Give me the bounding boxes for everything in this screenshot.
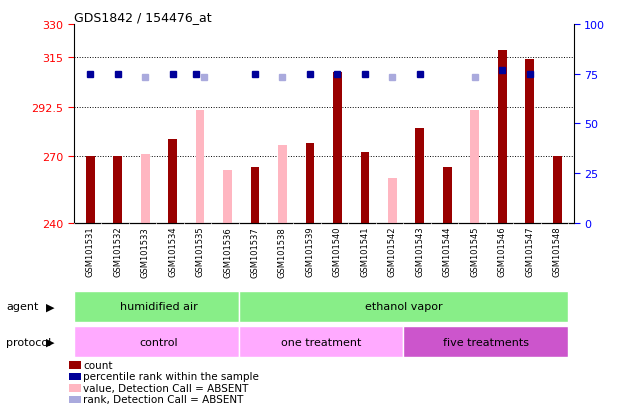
Text: GSM101538: GSM101538 bbox=[278, 226, 287, 277]
Bar bbox=[86, 157, 95, 223]
Text: humidified air: humidified air bbox=[120, 301, 198, 312]
Text: GSM101542: GSM101542 bbox=[388, 226, 397, 277]
Text: ethanol vapor: ethanol vapor bbox=[365, 301, 442, 312]
Bar bbox=[223, 170, 232, 223]
Bar bbox=[74, 326, 238, 357]
Bar bbox=[251, 168, 260, 223]
Bar bbox=[388, 179, 397, 223]
Text: percentile rank within the sample: percentile rank within the sample bbox=[83, 371, 259, 381]
Text: ▶: ▶ bbox=[46, 301, 54, 312]
Text: GSM101543: GSM101543 bbox=[415, 226, 424, 277]
Text: protocol: protocol bbox=[6, 337, 52, 347]
Text: GSM101548: GSM101548 bbox=[553, 226, 562, 277]
Bar bbox=[74, 291, 238, 322]
Bar bbox=[553, 157, 562, 223]
Bar bbox=[415, 128, 424, 223]
Text: one treatment: one treatment bbox=[281, 337, 361, 347]
Bar bbox=[278, 146, 287, 223]
Text: GSM101544: GSM101544 bbox=[443, 226, 452, 277]
Text: value, Detection Call = ABSENT: value, Detection Call = ABSENT bbox=[83, 383, 249, 393]
Text: rank, Detection Call = ABSENT: rank, Detection Call = ABSENT bbox=[83, 394, 244, 404]
Bar bbox=[113, 157, 122, 223]
Bar bbox=[443, 168, 452, 223]
Text: GSM101540: GSM101540 bbox=[333, 226, 342, 277]
Bar bbox=[238, 291, 568, 322]
Bar bbox=[526, 60, 534, 223]
Text: GSM101531: GSM101531 bbox=[86, 226, 95, 277]
Text: GSM101536: GSM101536 bbox=[223, 226, 232, 277]
Text: GSM101537: GSM101537 bbox=[251, 226, 260, 277]
Text: GSM101546: GSM101546 bbox=[498, 226, 507, 277]
Text: GDS1842 / 154476_at: GDS1842 / 154476_at bbox=[74, 11, 212, 24]
Text: five treatments: five treatments bbox=[443, 337, 529, 347]
Bar bbox=[403, 326, 568, 357]
Text: GSM101533: GSM101533 bbox=[140, 226, 149, 277]
Text: GSM101539: GSM101539 bbox=[306, 226, 315, 277]
Bar bbox=[238, 326, 403, 357]
Bar bbox=[360, 152, 369, 223]
Bar bbox=[196, 111, 204, 223]
Text: GSM101534: GSM101534 bbox=[168, 226, 177, 277]
Bar bbox=[306, 144, 314, 223]
Text: GSM101535: GSM101535 bbox=[196, 226, 204, 277]
Bar bbox=[333, 73, 342, 223]
Text: GSM101532: GSM101532 bbox=[113, 226, 122, 277]
Text: GSM101547: GSM101547 bbox=[525, 226, 534, 277]
Text: GSM101545: GSM101545 bbox=[470, 226, 479, 277]
Bar bbox=[470, 111, 479, 223]
Text: GSM101541: GSM101541 bbox=[360, 226, 369, 277]
Text: control: control bbox=[140, 337, 178, 347]
Text: count: count bbox=[83, 360, 113, 370]
Bar bbox=[498, 51, 506, 223]
Bar bbox=[168, 139, 177, 223]
Text: agent: agent bbox=[6, 301, 39, 312]
Text: ▶: ▶ bbox=[46, 337, 54, 347]
Bar bbox=[141, 155, 149, 223]
